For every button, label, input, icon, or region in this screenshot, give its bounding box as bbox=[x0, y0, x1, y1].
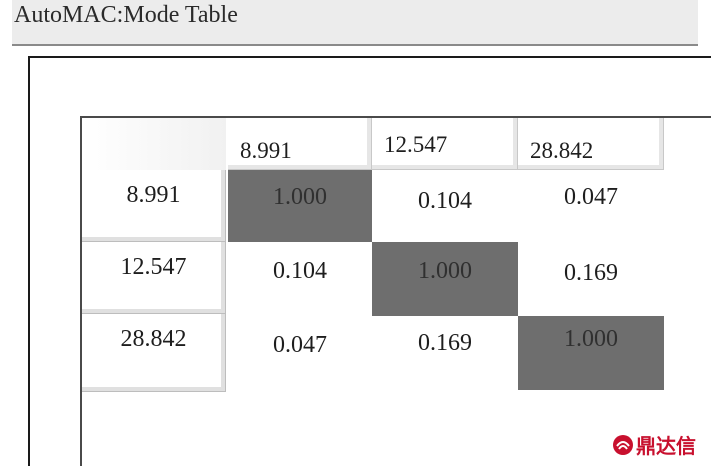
cell-value: 0.047 bbox=[564, 184, 618, 210]
cell-value: 0.047 bbox=[273, 332, 327, 358]
row-header-2[interactable]: 12.547 bbox=[82, 242, 226, 314]
column-header-1[interactable]: 8.991 bbox=[228, 118, 372, 170]
logo-badge-icon bbox=[613, 435, 633, 455]
cell-value: 1.000 bbox=[273, 184, 327, 210]
table-cell-1-2[interactable]: 0.104 bbox=[372, 170, 518, 242]
row-header-empty bbox=[82, 392, 226, 466]
watermark-text: 鼎达信 bbox=[636, 434, 696, 458]
column-header-2[interactable]: 12.547 bbox=[372, 118, 518, 170]
row-header-label: 12.547 bbox=[120, 254, 187, 280]
table-cell-3-2[interactable]: 0.169 bbox=[372, 316, 518, 392]
table-cell-3-3[interactable]: 1.000 bbox=[518, 316, 664, 390]
cell-value: 0.104 bbox=[273, 258, 327, 284]
row-header-3[interactable]: 28.842 bbox=[82, 314, 226, 392]
cell-value: 1.000 bbox=[564, 326, 618, 352]
table-cell-1-3[interactable]: 0.047 bbox=[518, 170, 664, 242]
row-header-label: 28.842 bbox=[120, 326, 187, 352]
column-header-label: 12.547 bbox=[384, 132, 448, 157]
window-title: AutoMAC:Mode Table bbox=[14, 2, 238, 28]
row-header-1[interactable]: 8.991 bbox=[82, 170, 226, 242]
column-header-label: 8.991 bbox=[240, 138, 292, 163]
cell-value: 0.104 bbox=[418, 188, 472, 214]
table-cell-2-1[interactable]: 0.104 bbox=[228, 242, 372, 314]
table-cell-3-1[interactable]: 0.047 bbox=[228, 316, 372, 392]
watermark-logo: 鼎达信 bbox=[612, 430, 708, 460]
row-header-label: 8.991 bbox=[126, 182, 181, 208]
table-corner-cell bbox=[82, 118, 226, 170]
table-cell-2-3[interactable]: 0.169 bbox=[518, 242, 664, 314]
column-header-label: 28.842 bbox=[530, 138, 594, 163]
cell-value: 0.169 bbox=[418, 330, 472, 356]
cell-value: 1.000 bbox=[418, 258, 472, 284]
column-header-3[interactable]: 28.842 bbox=[518, 118, 664, 170]
cell-value: 0.169 bbox=[564, 260, 618, 286]
table-cell-1-1[interactable]: 1.000 bbox=[228, 170, 372, 242]
title-bar: AutoMAC:Mode Table bbox=[12, 0, 698, 46]
table-cell-2-2[interactable]: 1.000 bbox=[372, 242, 518, 316]
